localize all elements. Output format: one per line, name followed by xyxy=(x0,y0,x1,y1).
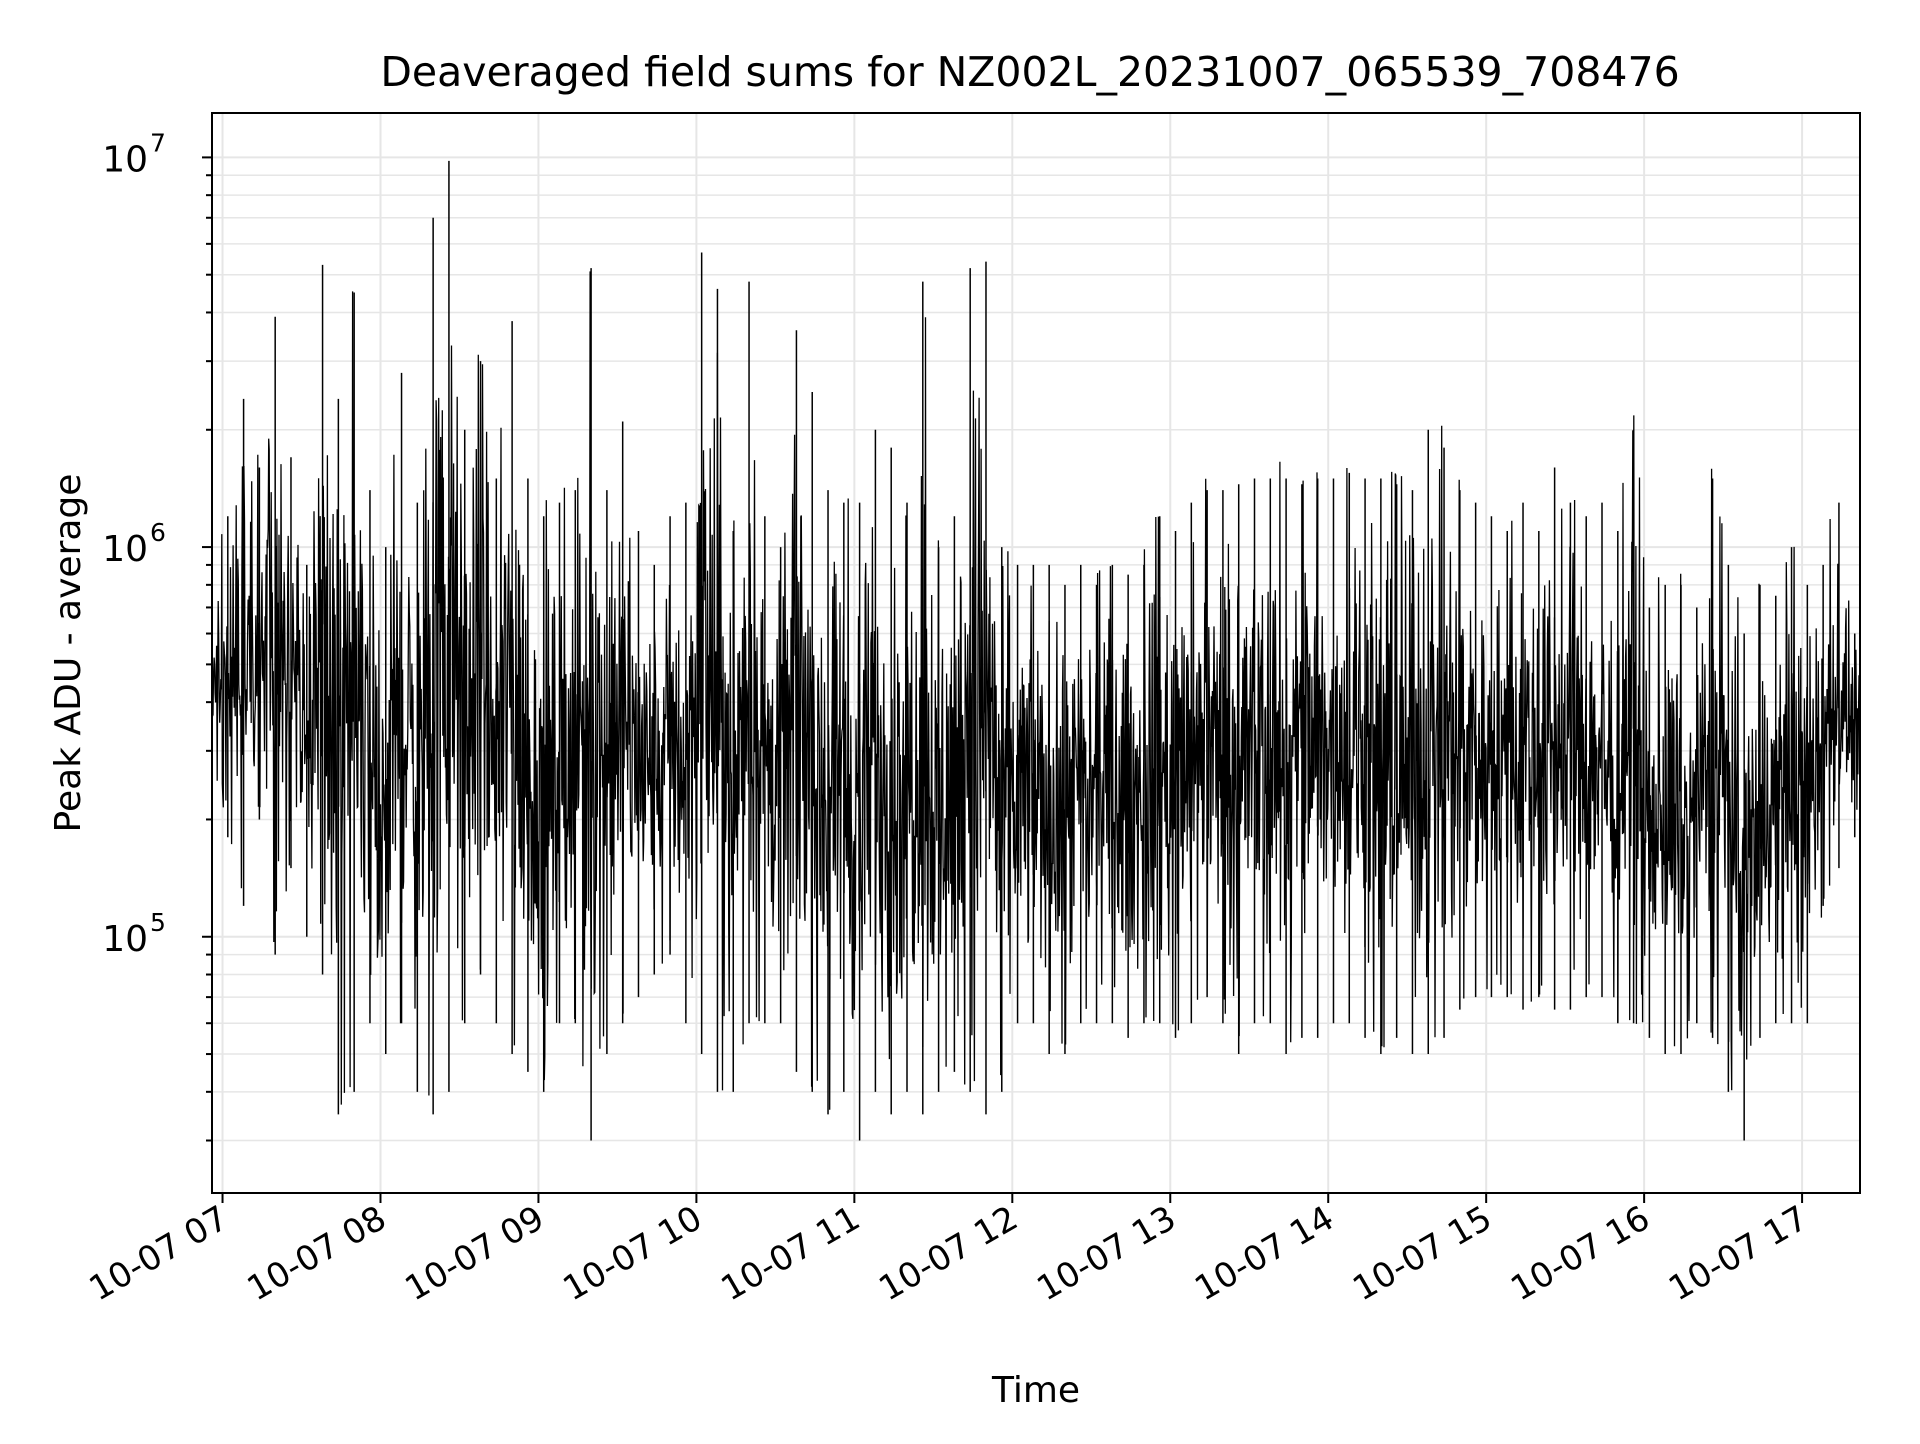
y-tick-label: 10 xyxy=(102,139,148,180)
x-axis-label: Time xyxy=(991,1370,1080,1411)
y-tick-label: 10 xyxy=(102,529,148,570)
series-line xyxy=(212,271,1860,1110)
plot-frame xyxy=(211,112,1861,1194)
plot-area xyxy=(212,160,1860,1141)
y-tick-exponent: 7 xyxy=(150,128,166,157)
y-tick-label: 10 xyxy=(102,919,148,960)
y-tick-exponent: 5 xyxy=(150,908,166,937)
y-tick-exponent: 6 xyxy=(150,518,166,547)
y-axis-label: Peak ADU - average xyxy=(48,474,89,833)
chart-title: Deaveraged field sums for NZ002L_2023100… xyxy=(380,48,1679,96)
